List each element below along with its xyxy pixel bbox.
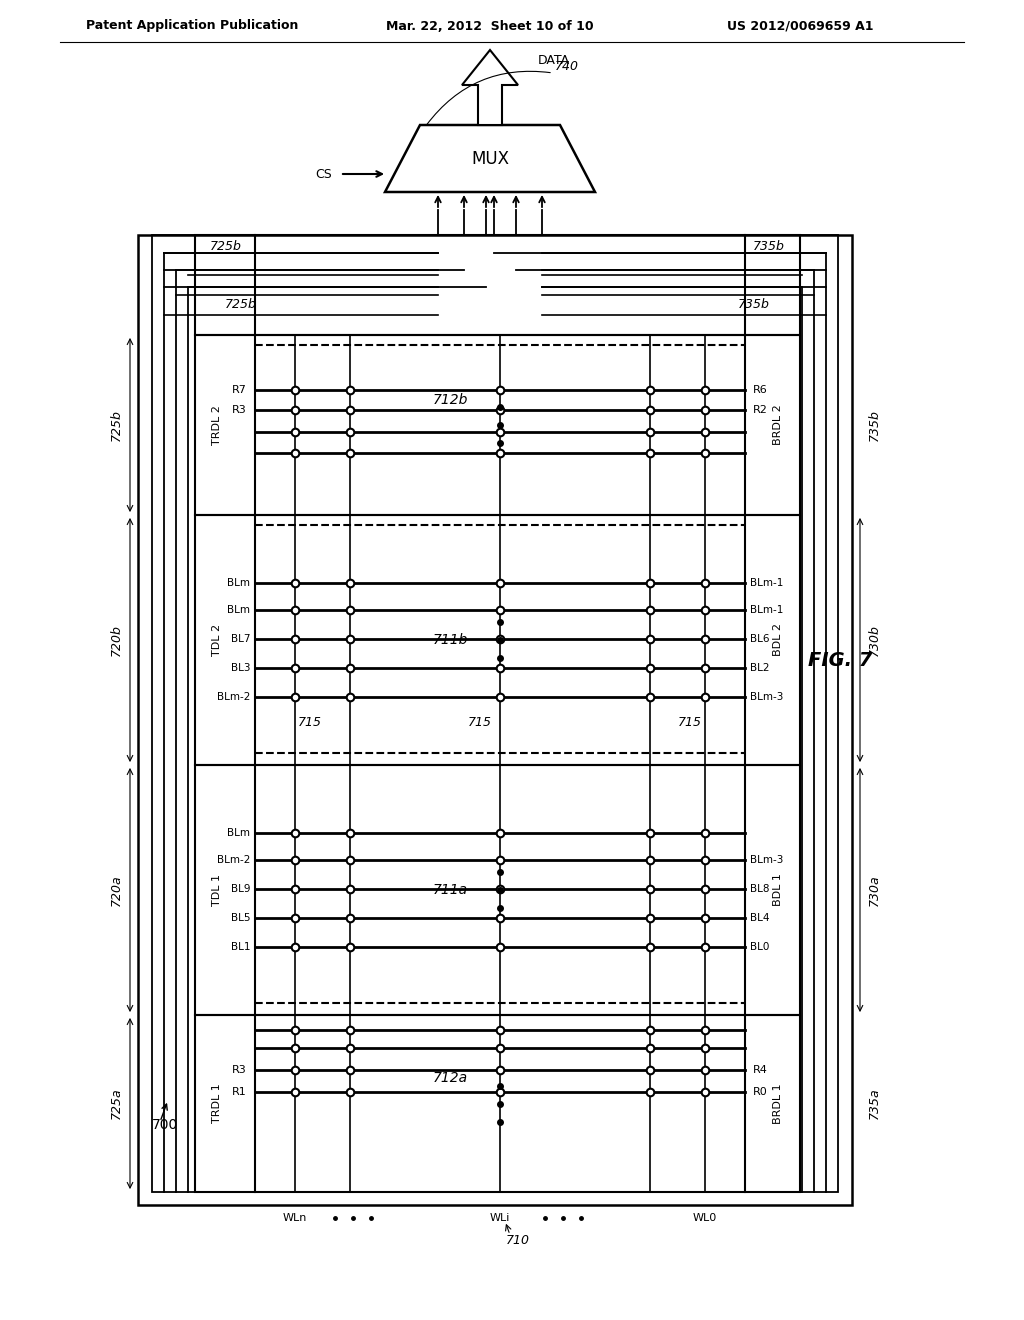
Text: R3: R3 [232,1065,247,1074]
Bar [195,235,800,335]
Text: BDL 1: BDL 1 [773,874,783,907]
Text: 735b: 735b [738,298,770,312]
Text: WLn: WLn [283,1213,307,1224]
Text: WLi: WLi [489,1213,510,1224]
Text: 715: 715 [678,717,702,730]
Text: BLm: BLm [227,578,250,587]
Text: MUX: MUX [471,149,509,168]
Text: R1: R1 [232,1086,247,1097]
Text: BL0: BL0 [750,942,769,952]
Text: 740: 740 [555,61,579,74]
Text: 725b: 725b [210,240,242,253]
Text: Mar. 22, 2012  Sheet 10 of 10: Mar. 22, 2012 Sheet 10 of 10 [386,20,594,33]
Text: CS: CS [315,168,332,181]
Text: 700: 700 [152,1118,178,1133]
Text: BDL 2: BDL 2 [773,623,783,656]
Text: BL4: BL4 [750,913,769,923]
Text: R7: R7 [232,385,247,395]
Bar [152,235,838,1192]
Bar [195,1015,800,1192]
Text: BL3: BL3 [230,663,250,673]
Text: BRDL 1: BRDL 1 [773,1084,783,1123]
Polygon shape [462,50,518,125]
Text: 735a: 735a [867,1088,881,1119]
Text: R6: R6 [753,385,768,395]
Text: 711b: 711b [432,634,468,647]
Text: BLm-2: BLm-2 [217,855,250,865]
Text: 720a: 720a [110,874,123,906]
Text: 725b: 725b [110,409,123,441]
Text: BLm-2: BLm-2 [217,692,250,702]
Text: FIG. 7: FIG. 7 [808,651,872,669]
Text: BL7: BL7 [230,634,250,644]
Polygon shape [385,125,595,191]
Text: 712b: 712b [432,393,468,407]
Text: 715: 715 [298,717,322,730]
Text: 711a: 711a [432,883,468,898]
Text: BL2: BL2 [750,663,769,673]
Text: BLm: BLm [227,828,250,838]
Text: BLm-3: BLm-3 [750,855,783,865]
Text: TDL 1: TDL 1 [212,874,222,906]
Text: 710: 710 [506,1234,530,1247]
Text: 725a: 725a [110,1088,123,1119]
Text: Patent Application Publication: Patent Application Publication [86,20,298,33]
Text: BLm-1: BLm-1 [750,578,783,587]
Bar [195,335,800,515]
Text: TDL 2: TDL 2 [212,624,222,656]
Text: BL9: BL9 [230,884,250,894]
Text: BRDL 2: BRDL 2 [773,405,783,445]
Bar [195,515,800,766]
Text: R4: R4 [753,1065,768,1074]
Text: TRDL 2: TRDL 2 [212,405,222,445]
Text: WL0: WL0 [693,1213,717,1224]
Text: 712a: 712a [432,1072,468,1085]
Text: US 2012/0069659 A1: US 2012/0069659 A1 [727,20,873,33]
Text: BLm: BLm [227,605,250,615]
Text: 735b: 735b [753,240,785,253]
Text: 715: 715 [468,717,492,730]
Text: 735b: 735b [867,409,881,441]
Text: BL8: BL8 [750,884,769,894]
Text: BL5: BL5 [230,913,250,923]
Text: R3: R3 [232,405,247,414]
Text: DATA: DATA [538,54,570,66]
Text: 730b: 730b [867,624,881,656]
Text: 730a: 730a [867,874,881,906]
Bar [138,235,852,1205]
Text: BLm-3: BLm-3 [750,692,783,702]
Text: R2: R2 [753,405,768,414]
Bar [195,766,800,1015]
Text: 720b: 720b [110,624,123,656]
Text: BL1: BL1 [230,942,250,952]
Text: 725b: 725b [225,298,257,312]
Text: BL6: BL6 [750,634,769,644]
Text: R0: R0 [753,1086,768,1097]
Text: TRDL 1: TRDL 1 [212,1084,222,1123]
Text: BLm-1: BLm-1 [750,605,783,615]
